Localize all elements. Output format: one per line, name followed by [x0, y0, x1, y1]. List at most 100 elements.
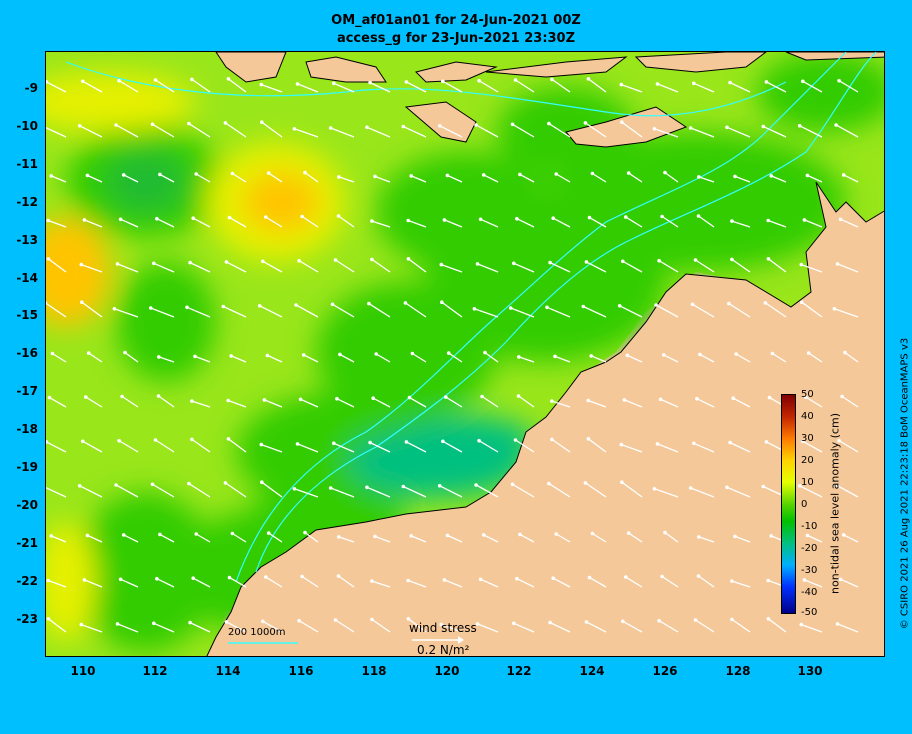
wind-arrow-head	[437, 124, 442, 128]
wind-arrow	[621, 443, 643, 453]
wind-arrow-head	[551, 576, 555, 580]
wind-arrow	[339, 353, 355, 363]
wind-arrow-head	[404, 440, 409, 444]
wind-arrow-head	[697, 535, 701, 539]
wind-arrow-head	[155, 576, 159, 581]
wind-arrow-head	[766, 257, 771, 261]
wind-arrow-head	[371, 396, 376, 401]
wind-arrow	[300, 398, 319, 408]
wind-arrow	[726, 126, 751, 138]
wind-arrow	[124, 352, 139, 363]
wind-arrow	[192, 577, 211, 588]
wind-arrow-head	[621, 619, 625, 624]
wind-arrow-head	[657, 258, 661, 263]
wind-arrow	[265, 576, 283, 588]
wind-arrow	[47, 579, 67, 588]
wind-arrow-head	[191, 576, 195, 580]
wind-arrow-head	[475, 262, 480, 266]
wind-arrow	[118, 80, 139, 93]
wind-arrow	[768, 258, 787, 273]
wind-arrow	[765, 302, 787, 318]
wind-arrow-head	[224, 620, 229, 624]
wind-arrow	[549, 262, 571, 273]
depth-contour-shelf	[65, 61, 787, 117]
wind-arrow-head	[121, 173, 126, 177]
wind-arrow	[47, 219, 67, 228]
wind-arrow-head	[518, 532, 522, 537]
wind-arrow	[261, 83, 283, 93]
wind-arrow	[660, 398, 679, 408]
wind-arrow	[372, 397, 391, 408]
wind-arrow-head	[406, 617, 411, 621]
wind-arrow	[374, 535, 391, 543]
wind-arrow	[481, 395, 499, 408]
wind-arrow-head	[512, 621, 516, 626]
wind-arrow-head	[515, 576, 519, 581]
wind-arrow-head	[118, 577, 123, 582]
wind-arrow-head	[764, 440, 769, 444]
wind-arrow-head	[518, 172, 522, 177]
wind-arrow	[585, 482, 607, 498]
wind-arrow-head	[300, 574, 304, 579]
wind-arrow	[297, 443, 319, 453]
wind-arrow-head	[832, 307, 837, 311]
wind-arrow	[734, 535, 751, 543]
wind-arrow-head	[292, 127, 297, 131]
wind-arrow-head	[652, 127, 657, 131]
wind-arrow-head	[440, 300, 444, 304]
wind-arrow	[690, 487, 715, 498]
wind-arrow-head	[46, 80, 49, 84]
wind-arrow-head	[843, 350, 847, 355]
wind-arrow	[120, 218, 139, 228]
wind-arrow	[589, 217, 607, 228]
wind-arrow	[46, 302, 67, 318]
wind-arrow	[658, 620, 679, 633]
wind-arrow-head	[769, 174, 773, 178]
wind-arrow	[698, 575, 715, 588]
wind-arrow-head	[472, 307, 477, 311]
wind-arrow	[625, 576, 643, 588]
wind-arrow-head	[333, 258, 338, 262]
wind-arrow	[267, 354, 283, 363]
wind-arrow	[46, 487, 67, 498]
wind-arrow-head	[834, 483, 838, 487]
wind-arrow	[232, 532, 247, 543]
wind-arrow-head	[477, 78, 481, 83]
wind-arrow	[120, 578, 139, 588]
wind-arrow-head	[266, 171, 271, 175]
wind-arrow-head	[550, 77, 554, 82]
lat-tick-label: -21	[16, 536, 38, 550]
wind-arrow	[304, 532, 319, 543]
wind-arrow-head	[441, 79, 445, 84]
wind-arrow	[731, 618, 751, 633]
wind-arrow	[518, 395, 535, 408]
wind-arrow-head	[547, 481, 551, 486]
wind-arrow	[555, 533, 571, 543]
wind-arrow	[369, 442, 391, 453]
wind-arrow-head	[118, 217, 123, 222]
wind-arrow-head	[581, 304, 586, 309]
wind-arrow	[374, 175, 391, 183]
wind-arrow-head	[46, 578, 50, 583]
wind-arrow	[834, 308, 859, 318]
wind-arrow-head	[153, 438, 158, 442]
wind-arrow-head	[660, 214, 664, 219]
wind-arrow-head	[802, 218, 807, 222]
wind-arrow-head	[586, 398, 590, 403]
wind-arrow-head	[658, 397, 663, 402]
wind-arrow-head	[478, 577, 483, 582]
map-title-line1: OM_af01an01 for 24-Jun-2021 00Z	[331, 13, 581, 28]
wind-arrow	[698, 176, 715, 183]
wind-arrow-head	[621, 259, 625, 264]
wind-arrow-head	[800, 300, 804, 304]
wind-arrow-head	[663, 170, 667, 175]
wind-arrow	[264, 399, 283, 408]
wind-arrow	[79, 125, 103, 138]
wind-arrow	[366, 486, 391, 498]
wind-arrow-head	[368, 440, 372, 445]
wind-arrow-head	[226, 398, 230, 403]
wind-arrow-head	[328, 486, 333, 490]
wind-arrow-head	[663, 530, 667, 535]
wind-arrow-head	[401, 124, 406, 129]
wind-arrow	[261, 443, 283, 453]
